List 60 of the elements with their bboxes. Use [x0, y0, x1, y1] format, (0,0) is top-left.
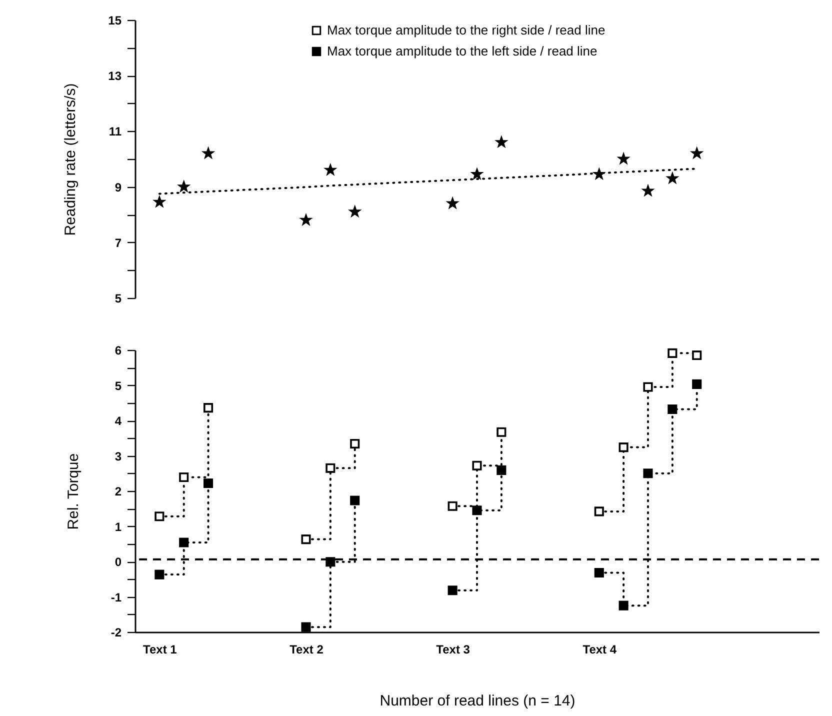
y-tick-label: 0: [114, 555, 122, 569]
point: [618, 600, 628, 610]
legend-label: Max torque amplitude to the left side / read line: [327, 44, 598, 58]
y-tick-label: -1: [110, 590, 122, 604]
x-tick-label: Text 2: [290, 642, 324, 656]
point: [643, 468, 653, 478]
y-tick-label: 7: [114, 236, 122, 250]
y-tick-label: 11: [108, 124, 122, 139]
point: [179, 472, 189, 482]
point: [300, 214, 312, 225]
point: [325, 164, 336, 175]
y-tick-label: 5: [114, 292, 122, 306]
point: [594, 506, 604, 516]
point: [301, 534, 311, 544]
point: [154, 512, 164, 522]
point: [204, 478, 214, 488]
point: [179, 538, 189, 548]
point: [350, 206, 360, 216]
y-axis-title: Reading rate (letters/s): [62, 83, 80, 236]
y-tick-label: 3: [114, 449, 122, 464]
x-tick-label: Text 3: [436, 642, 470, 656]
point: [496, 465, 506, 475]
point: [496, 427, 506, 437]
point: [692, 379, 702, 389]
y-tick-label: 9: [114, 180, 122, 194]
y-tick-label: 4: [114, 414, 122, 428]
point: [448, 501, 458, 511]
point: [643, 382, 653, 392]
point: [350, 496, 360, 506]
x-tick-label: Text 4: [582, 642, 617, 656]
y-tick-label: 5: [114, 378, 122, 393]
point: [472, 460, 482, 470]
point: [594, 168, 604, 179]
y-tick-label: -2: [110, 626, 122, 640]
x-axis-title: Number of read lines (n = 14): [380, 692, 576, 710]
point: [594, 568, 604, 578]
point: [472, 506, 482, 516]
point: [326, 463, 336, 473]
y-tick-label: 15: [108, 14, 122, 28]
point: [618, 442, 628, 452]
point: [154, 570, 164, 580]
y-tick-label: 1: [114, 520, 122, 534]
legend-label: Max torque amplitude to the right side / read line: [327, 22, 606, 38]
point: [178, 181, 190, 192]
point: [496, 136, 507, 147]
x-tick-label: Text 1: [143, 642, 178, 656]
point: [472, 168, 482, 179]
point: [668, 348, 678, 358]
y-tick-label: 6: [114, 344, 122, 358]
point: [204, 403, 214, 413]
y-tick-label: 2: [114, 484, 122, 498]
point: [154, 196, 165, 207]
y-axis-title: Rel. Torque: [64, 453, 82, 530]
point: [448, 586, 458, 596]
point: [350, 438, 360, 449]
point: [301, 622, 311, 632]
point: [326, 557, 336, 567]
point: [668, 404, 678, 414]
y-tick-label: 13: [108, 69, 122, 84]
point: [692, 350, 702, 360]
